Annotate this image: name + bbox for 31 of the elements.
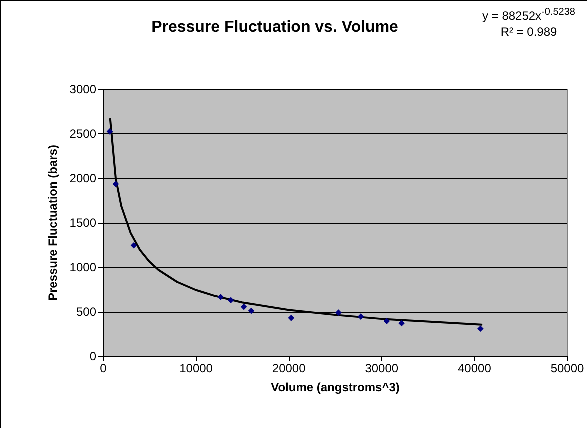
point: [384, 318, 390, 324]
y-tick-label: 0: [90, 350, 97, 364]
point: [240, 304, 248, 310]
point: [336, 310, 342, 316]
point: [478, 326, 484, 332]
y-tick-label: 2500: [70, 127, 97, 141]
point: [358, 314, 364, 320]
point: [218, 294, 224, 300]
point: [398, 320, 405, 327]
x-axis-title: Volume (angstroms^3): [271, 380, 400, 394]
y-tick-label: 1500: [70, 216, 97, 230]
chart-title: Pressure Fluctuation vs. Volume: [152, 19, 399, 36]
y-tick-label: 2000: [70, 172, 97, 186]
y-tick-label: 3000: [70, 82, 97, 96]
y-tick-label: 500: [76, 305, 97, 319]
point: [228, 297, 234, 304]
x-tick-label: 40000: [458, 362, 492, 376]
point: [112, 181, 120, 188]
point: [106, 128, 114, 135]
point: [288, 315, 295, 322]
x-tick-label: 20000: [272, 362, 306, 376]
x-tick-label: 30000: [365, 362, 399, 376]
x-tick-label: 0: [100, 362, 108, 376]
text: y = 88252x$^{-0.5238}$: [482, 6, 576, 24]
y-tick-label: 1000: [70, 260, 97, 274]
text: R² = 0.989: [500, 24, 558, 40]
x-tick-label: 50000: [550, 362, 585, 376]
point: [130, 242, 138, 249]
point: [248, 308, 255, 314]
x-tick-label: 10000: [180, 362, 214, 376]
y-axis-title: Pressure Fluctuation (bars): [46, 144, 60, 302]
